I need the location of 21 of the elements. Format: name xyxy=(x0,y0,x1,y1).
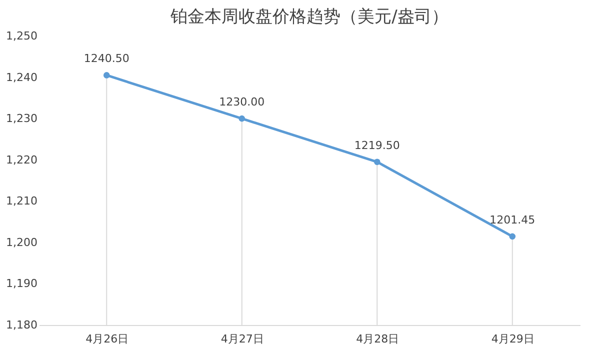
x-tick-label: 4月26日 xyxy=(86,332,129,346)
data-label: 1230.00 xyxy=(219,96,265,109)
data-label: 1201.45 xyxy=(490,213,536,226)
data-label: 1240.50 xyxy=(84,52,130,66)
point xyxy=(509,233,516,240)
y-tick-label: 1,200 xyxy=(6,236,38,249)
x-tick-label: 4月28日 xyxy=(356,332,400,346)
y-tick-label: 1,190 xyxy=(6,277,38,290)
y-tick-label: 1,180 xyxy=(6,318,38,332)
x-tick-label: 4月27日 xyxy=(220,332,264,346)
y-tick-label: 1,250 xyxy=(6,30,38,42)
y-tick-label: 1,230 xyxy=(6,112,38,126)
x-tick-label: 4月29日 xyxy=(491,332,534,346)
data-label: 1219.50 xyxy=(354,138,400,152)
point xyxy=(238,115,246,122)
chart-title: 铂金本周收盘价格趋势（美元/盎司） xyxy=(170,7,448,27)
y-tick-label: 1,240 xyxy=(6,70,38,84)
point xyxy=(374,158,380,166)
point xyxy=(103,72,110,78)
y-tick-label: 1,210 xyxy=(6,194,38,208)
y-tick-label: 1,220 xyxy=(6,153,38,166)
